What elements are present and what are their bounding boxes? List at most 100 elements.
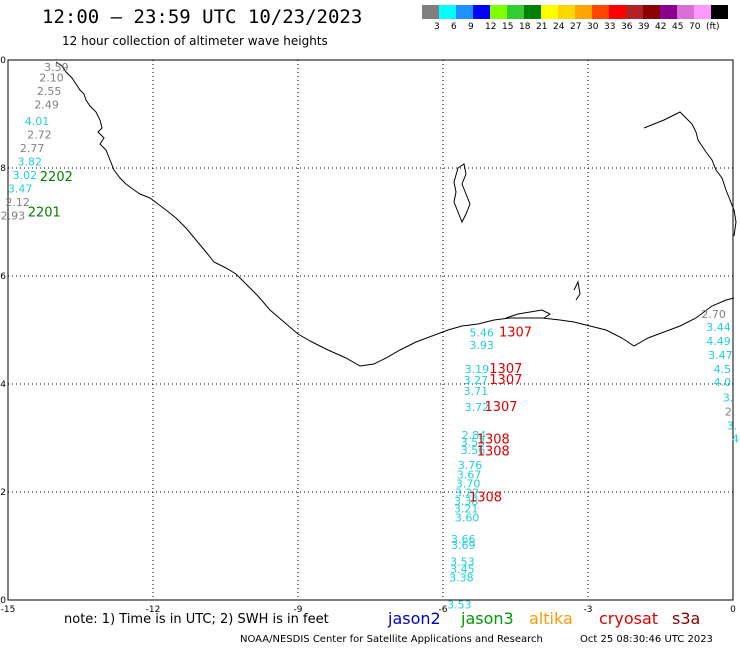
colorbar-labels: 3 6 9 12 15 18 21 24 27 30 33 36 39 42 45 70 (ft)	[422, 22, 740, 34]
colorbar-label: 12	[485, 22, 497, 32]
wave-height-value: 4.5	[714, 363, 732, 376]
colorbar-label: 36	[621, 22, 633, 32]
footer-note: note: 1) Time is in UTC; 2) SWH is in fe…	[64, 612, 329, 627]
colorbar-swatch	[626, 5, 643, 19]
colorbar-swatch	[558, 5, 575, 19]
wave-height-value: 3.56	[461, 444, 486, 457]
colorbar-label: (ft)	[706, 22, 720, 32]
colorbar-swatch	[507, 5, 524, 19]
pass-time-label: 1308	[477, 432, 510, 447]
wave-height-value: 3.44	[706, 321, 731, 334]
legend-s3a: s3a	[672, 609, 701, 628]
wave-height-value: 2.10	[39, 72, 64, 85]
x-tick-label: -9	[294, 605, 303, 615]
colorbar-label: 21	[536, 22, 548, 32]
wave-height-value: 2.84	[462, 429, 487, 442]
colorbar-label: 9	[468, 22, 474, 32]
wave-height-value: 3.38	[449, 572, 474, 585]
wave-height-value: 3.27	[464, 374, 489, 387]
coastline-inlet	[573, 280, 581, 301]
legend-cryosat: cryosat	[599, 609, 659, 628]
colorbar-label: 6	[451, 22, 457, 32]
wave-height-value: 3.	[727, 419, 738, 432]
pass-time-label: 2201	[28, 206, 61, 221]
x-tick-label: -3	[584, 605, 593, 615]
wave-height-value: 2.77	[20, 142, 45, 155]
colorbar-label: 15	[502, 22, 514, 32]
map-title: 12:00 – 23:59 UTC 10/23/2023	[42, 6, 363, 28]
wave-height-value: 3.53	[447, 599, 472, 612]
wave-height-value: 5.46	[469, 326, 494, 339]
wave-height-value: 4.01	[25, 115, 50, 128]
wave-height-value: 2.72	[27, 128, 52, 141]
colorbar-swatch	[473, 5, 490, 19]
wave-height-value: 2.	[725, 405, 736, 418]
colorbar-swatch	[422, 5, 439, 19]
y-tick-label: 10	[0, 56, 6, 66]
colorbar-label: 24	[553, 22, 565, 32]
y-tick-label: 2	[0, 488, 6, 498]
legend-altika: altika	[529, 609, 573, 628]
map-subtitle: 12 hour collection of altimeter wave hei…	[62, 34, 328, 48]
colorbar-swatch	[524, 5, 541, 19]
wave-height-value: 3.19	[465, 363, 490, 376]
wave-height-value: 3.76	[458, 459, 483, 472]
wave-height-value: 3.53	[461, 436, 486, 449]
colorbar-swatch	[694, 5, 711, 19]
wave-height-value: 3.59	[44, 61, 69, 74]
coastline-lake-volta	[453, 163, 471, 224]
colorbar-label: 18	[519, 22, 531, 32]
pass-time-label: 1307	[489, 373, 522, 388]
wave-height-value: 3.70	[456, 478, 481, 491]
wave-height-value: 2.49	[34, 99, 59, 112]
colorbar-label: 3	[434, 22, 440, 32]
wave-height-value: 3.38	[454, 495, 479, 508]
colorbar-swatch	[439, 5, 456, 19]
colorbar-label: 30	[587, 22, 599, 32]
coastline-lagos-lagoon	[505, 309, 551, 319]
wave-height-value: 3.47	[708, 349, 733, 362]
colorbar-swatch	[643, 5, 660, 19]
wave-height-value: 3.21	[454, 503, 479, 516]
colorbar-label: 39	[638, 22, 650, 32]
generated-timestamp: Oct 25 08:30:46 UTC 2023	[580, 634, 713, 645]
x-tick-label: 0	[730, 605, 736, 615]
wave-height-value: 3.60	[455, 512, 480, 525]
wave-height-value: 3.02	[13, 169, 38, 182]
colorbar-swatch	[660, 5, 677, 19]
x-tick-label: -15	[1, 605, 16, 615]
legend-jason2: jason2	[388, 609, 441, 628]
wave-height-value: 3.	[723, 391, 734, 404]
colorbar-label: 42	[655, 22, 667, 32]
wave-height-observations: 3.592.102.552.494.012.722.773.823.023.47…	[1, 61, 739, 612]
coastline-bioko-cameroon	[643, 111, 737, 237]
credit-text: NOAA/NESDIS Center for Satellite Applica…	[240, 634, 543, 645]
wave-height-value: 3.45	[450, 563, 475, 576]
wave-height-colorbar	[422, 5, 728, 19]
colorbar-label: 27	[570, 22, 582, 32]
colorbar-swatch	[609, 5, 626, 19]
axis-tick-labels: -15 -12 -9 -6 -3 0 10 8 6 4 2 0	[0, 56, 736, 615]
wave-height-value: 2.93	[1, 209, 26, 222]
y-tick-label: 6	[0, 272, 6, 282]
colorbar-swatch	[541, 5, 558, 19]
colorbar-swatch	[677, 5, 694, 19]
colorbar-swatch	[456, 5, 473, 19]
wave-height-value: 2.70	[701, 308, 726, 321]
colorbar-label: 70	[689, 22, 701, 32]
coastline-west-africa	[55, 61, 735, 367]
colorbar-swatch	[592, 5, 609, 19]
legend-jason3: jason3	[461, 609, 514, 628]
map-frame	[7, 59, 734, 601]
x-tick-label: -6	[439, 605, 448, 615]
y-tick-label: 4	[0, 380, 6, 390]
wave-height-value: 4	[732, 432, 739, 445]
pass-time-label: 2202	[40, 170, 73, 185]
wave-height-value: 2.12	[5, 196, 30, 209]
colorbar-swatch	[490, 5, 507, 19]
wave-height-value: 4.49	[706, 335, 731, 348]
wave-height-value: 3.71	[464, 385, 489, 398]
wave-height-value: 3.93	[469, 339, 494, 352]
wave-height-value: 3.66	[451, 533, 476, 546]
